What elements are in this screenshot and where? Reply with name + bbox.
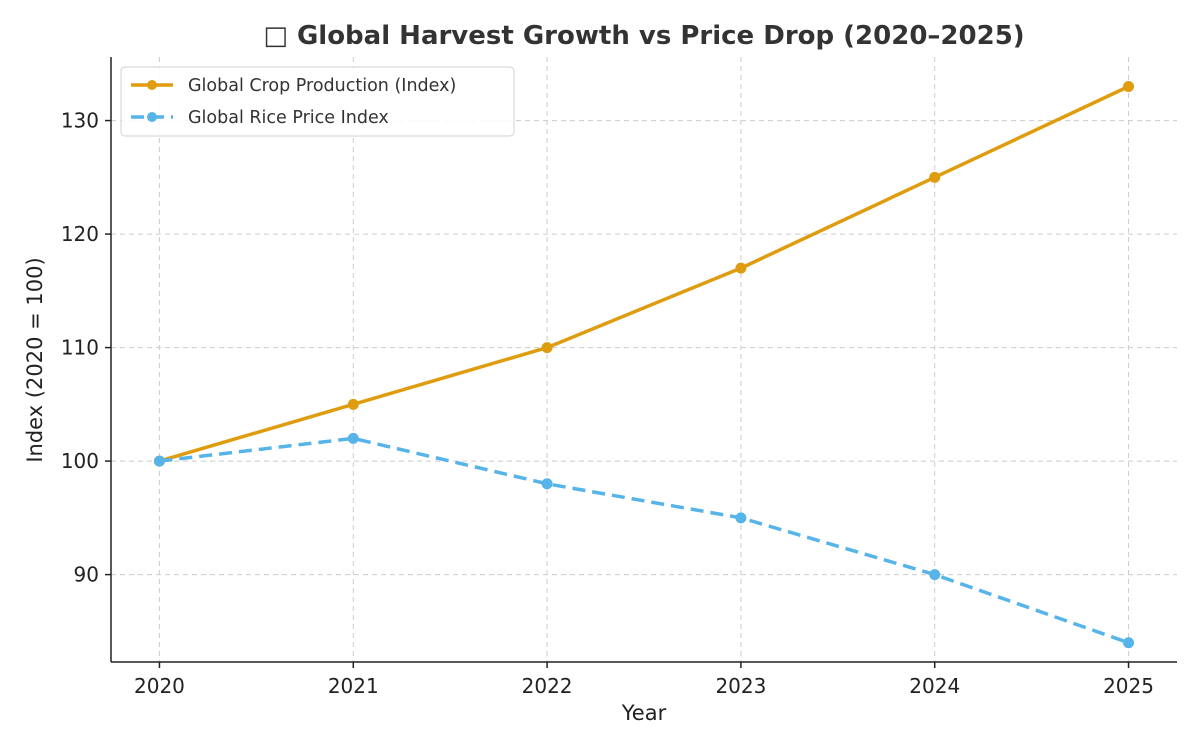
data-point-global-crop-production-index-2023 xyxy=(735,262,747,274)
data-point-global-crop-production-index-2025 xyxy=(1123,81,1135,93)
grid xyxy=(111,57,1177,662)
axis-ticks: 2020 2021 2022 2023 2024 2025 90 100 110 120 130 xyxy=(61,109,1154,698)
data-point-global-rice-price-index-2020 xyxy=(153,455,165,467)
y-tick-label-130: 130 xyxy=(61,109,99,133)
legend-label-rice-price: Global Rice Price Index xyxy=(188,108,389,128)
data-point-global-rice-price-index-2024 xyxy=(929,569,941,581)
legend: Global Crop Production (Index) Global Ri… xyxy=(120,66,515,137)
x-tick-label-2024: 2024 xyxy=(909,674,960,698)
legend-marker-rice-price xyxy=(147,112,157,122)
y-tick-label-100: 100 xyxy=(61,449,99,473)
data-point-global-rice-price-index-2023 xyxy=(735,512,747,524)
data-point-global-rice-price-index-2022 xyxy=(541,478,553,490)
series-group xyxy=(153,81,1135,649)
y-tick-label-90: 90 xyxy=(74,563,99,587)
y-tick-label-120: 120 xyxy=(61,222,99,246)
data-point-global-crop-production-index-2022 xyxy=(541,342,553,354)
legend-marker-crop-production xyxy=(147,80,157,90)
data-point-global-crop-production-index-2024 xyxy=(929,171,941,183)
x-tick-label-2022: 2022 xyxy=(522,674,573,698)
chart-title: □ Global Harvest Growth vs Price Drop (2… xyxy=(263,21,1024,51)
y-axis-label: Index (2020 = 100) xyxy=(23,257,47,462)
data-point-global-crop-production-index-2021 xyxy=(347,398,359,410)
series-global-rice-price-index xyxy=(153,432,1135,649)
x-tick-label-2025: 2025 xyxy=(1103,674,1154,698)
series-line-global-rice-price-index xyxy=(159,436,1130,645)
data-point-global-rice-price-index-2025 xyxy=(1123,637,1135,649)
legend-box xyxy=(120,66,515,137)
x-tick-label-2021: 2021 xyxy=(328,674,379,698)
x-tick-label-2023: 2023 xyxy=(715,674,766,698)
x-axis-label: Year xyxy=(621,701,667,725)
data-point-global-rice-price-index-2021 xyxy=(347,432,359,444)
y-tick-label-110: 110 xyxy=(61,336,99,360)
series-global-crop-production-index xyxy=(153,81,1135,467)
legend-label-crop-production: Global Crop Production (Index) xyxy=(188,76,456,96)
x-tick-label-2020: 2020 xyxy=(134,674,185,698)
series-line-global-crop-production-index xyxy=(158,84,1130,463)
